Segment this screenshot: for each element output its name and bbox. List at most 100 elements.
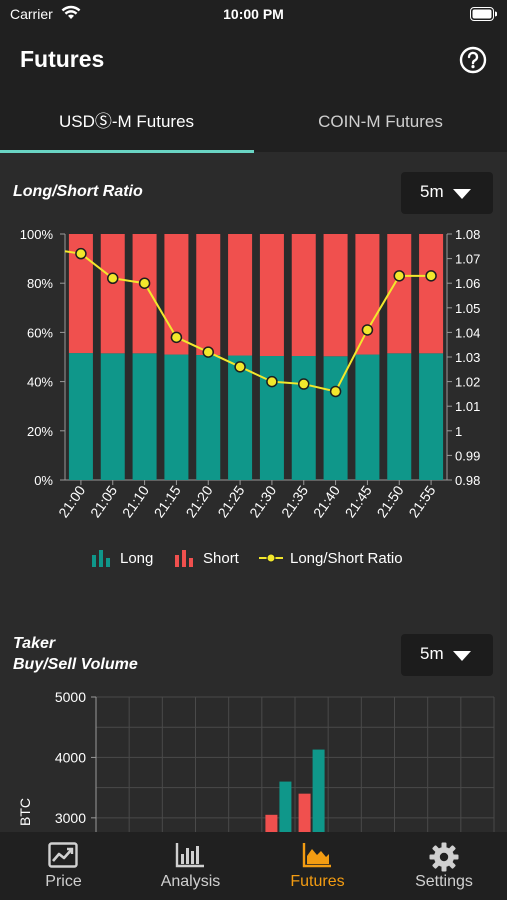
tabbar-item-price[interactable]: Price: [0, 832, 127, 900]
long-bar: [68, 353, 93, 480]
short-bar: [259, 234, 284, 357]
ratio-line-icon: [259, 553, 283, 563]
gear-icon: [429, 842, 459, 872]
price-chart-icon: [48, 842, 78, 868]
x-tick-label: 21:10: [119, 482, 152, 520]
y-right-tick-label: 1.03: [455, 350, 480, 365]
long-bar: [100, 353, 125, 480]
long-bar: [291, 356, 316, 480]
tab-usdm-futures[interactable]: USDⓈ-M Futures: [58, 112, 195, 131]
y-left-tick-label: 80%: [27, 276, 53, 291]
x-tick-label: 21:30: [246, 482, 279, 520]
carrier-label: Carrier: [10, 6, 53, 22]
y-right-tick-label: 1.05: [455, 301, 480, 316]
ratio-point: [361, 324, 374, 336]
active-tab-indicator: [0, 150, 254, 153]
long-bar: [196, 355, 221, 480]
tabbar-item-settings[interactable]: Settings: [381, 832, 507, 900]
taker-title-line1: Taker: [13, 635, 56, 652]
long-short-interval-select[interactable]: 5m: [401, 172, 493, 214]
tabbar-item-futures[interactable]: Futures: [254, 832, 381, 900]
legend-long-label: Long: [120, 549, 154, 567]
y-right-tick-label: 1: [455, 424, 462, 439]
sell-bar: [265, 814, 278, 832]
short-bar: [419, 234, 444, 354]
x-tick-label: 21:35: [278, 482, 311, 520]
long-bars-icon: [92, 550, 110, 567]
short-bars-icon: [175, 550, 193, 567]
y-tick-label: 5000: [55, 689, 86, 705]
y-left-tick-label: 100%: [20, 227, 54, 242]
long-bar: [259, 356, 284, 480]
long-bar: [355, 354, 380, 480]
ratio-point: [425, 270, 437, 282]
short-bar: [100, 234, 125, 354]
interval-value: 5m: [420, 644, 444, 663]
bottom-tab-bar: Price Analysis Futures: [0, 832, 507, 900]
legend-short-label: Short: [203, 549, 239, 567]
long-short-legend: Long Short Long/Short Ratio: [0, 547, 507, 569]
futures-icon: [302, 843, 331, 868]
battery-icon: [470, 7, 497, 21]
long-bar: [164, 354, 189, 480]
tabbar-label-price: Price: [45, 873, 82, 890]
short-bar: [132, 234, 157, 354]
ratio-point: [298, 378, 310, 390]
tab-coinm-futures[interactable]: COIN-M Futures: [318, 112, 443, 131]
x-tick-label: 21:20: [182, 482, 215, 520]
legend-ratio-label: Long/Short Ratio: [290, 549, 403, 567]
x-tick-label: 21:05: [87, 482, 120, 520]
long-bar: [132, 353, 157, 480]
y-tick-label: 3000: [55, 810, 86, 826]
wifi-icon: [61, 5, 81, 19]
short-bar: [355, 234, 380, 355]
x-tick-label: 21:45: [342, 482, 375, 520]
nav-bar: Futures: [0, 30, 507, 94]
taker-title-line2: Buy/Sell Volume: [13, 656, 138, 673]
interval-value: 5m: [420, 182, 444, 201]
short-bar: [196, 234, 221, 356]
chevron-down-icon: [453, 651, 471, 661]
ratio-point: [107, 272, 119, 285]
y-right-tick-label: 1.04: [455, 325, 480, 340]
long-bar: [387, 353, 412, 480]
buy-bar: [279, 781, 292, 832]
ratio-point: [138, 277, 151, 289]
ratio-point: [234, 361, 246, 373]
y-right-tick-label: 1.02: [455, 375, 480, 390]
long-bar: [228, 355, 253, 480]
short-bar: [228, 234, 253, 356]
status-time: 10:00 PM: [223, 6, 284, 22]
taker-volume-chart: 3000 4000 5000 BTC: [17, 689, 495, 832]
sell-bar: [298, 793, 311, 832]
buy-bar: [312, 749, 325, 832]
y-right-tick-label: 1.07: [455, 252, 480, 267]
legend-short: Short: [174, 547, 239, 569]
x-tick-label: 21:00: [55, 482, 88, 520]
y-left-tick-label: 20%: [27, 424, 53, 439]
long-short-title: Long/Short Ratio: [13, 183, 143, 200]
analysis-icon: [175, 843, 204, 868]
chevron-down-icon: [453, 189, 471, 199]
page-title: Futures: [20, 46, 105, 72]
ratio-point: [170, 331, 183, 344]
tabbar-label-analysis: Analysis: [160, 873, 221, 890]
x-tick-label: 21:40: [310, 482, 343, 520]
tabbar-label-settings: Settings: [415, 873, 473, 890]
y-left-tick-label: 0%: [34, 473, 53, 488]
legend-long: Long: [91, 547, 153, 569]
taker-interval-select[interactable]: 5m: [401, 634, 493, 676]
help-icon[interactable]: [459, 46, 487, 74]
x-tick-label: 21:55: [405, 482, 438, 520]
ratio-point: [75, 247, 87, 260]
ratio-point: [329, 385, 342, 398]
tabbar-item-analysis[interactable]: Analysis: [127, 832, 254, 900]
long-short-chart: 0% 20% 40% 60% 80% 100% 0.98 0.99 1 1.01 1.02 1.03 1…: [20, 227, 481, 520]
x-tick-label: 21:50: [373, 482, 406, 520]
ratio-point: [202, 346, 214, 358]
legend-ratio: Long/Short Ratio: [259, 547, 403, 569]
y-axis-label: BTC: [17, 798, 33, 826]
x-tick-label: 21:25: [214, 482, 247, 520]
short-bar: [387, 234, 412, 354]
